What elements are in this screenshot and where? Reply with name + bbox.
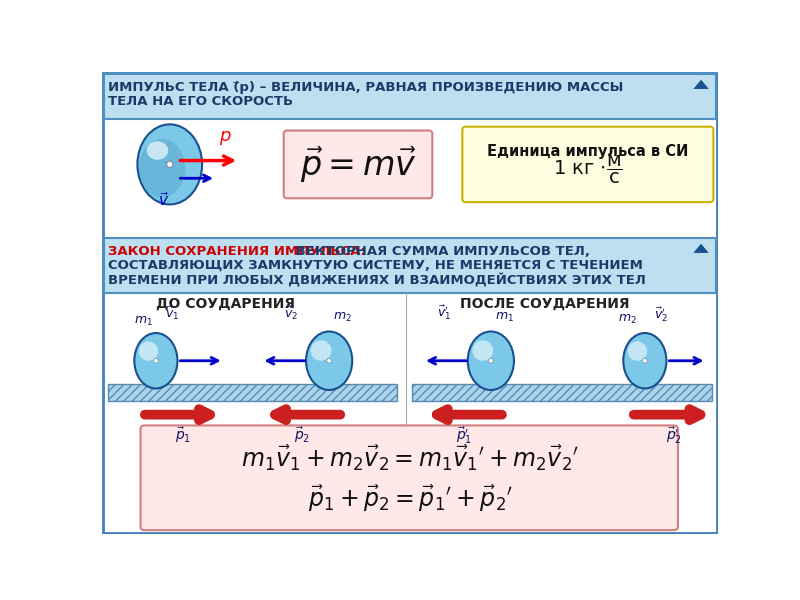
Text: 1 кг $\cdot \dfrac{\mathrm{м}}{\mathrm{с}}$: 1 кг $\cdot \dfrac{\mathrm{м}}{\mathrm{с…: [553, 154, 622, 186]
Polygon shape: [694, 244, 709, 253]
Text: $m_1$: $m_1$: [134, 316, 154, 328]
Text: $\vec{p} = m\vec{v}$: $\vec{p} = m\vec{v}$: [299, 144, 417, 185]
Text: $\vec{p}_2$: $\vec{p}_2$: [294, 425, 310, 445]
Text: ИМПУЛЬС ТЕЛА (⃗p) – ВЕЛИЧИНА, РАВНАЯ ПРОИЗВЕДЕНИЮ МАССЫ: ИМПУЛЬС ТЕЛА (⃗p) – ВЕЛИЧИНА, РАВНАЯ ПРО…: [108, 81, 623, 94]
Text: $\vec{p}_1 + \vec{p}_2 = \vec{p}_1{}' + \vec{p}_2{}'$: $\vec{p}_1 + \vec{p}_2 = \vec{p}_1{}' + …: [307, 483, 513, 514]
Bar: [411, 384, 712, 401]
Text: ЗАКОН СОХРАНЕНИЯ ИМПУЛЬСА:: ЗАКОН СОХРАНЕНИЯ ИМПУЛЬСА:: [108, 245, 366, 258]
Ellipse shape: [306, 331, 352, 390]
Ellipse shape: [134, 333, 178, 388]
Bar: [103, 238, 717, 293]
Ellipse shape: [623, 333, 666, 388]
Ellipse shape: [138, 341, 158, 361]
Text: СОСТАВЛЯЮЩИХ ЗАМКНУТУЮ СИСТЕМУ, НЕ МЕНЯЕТСЯ С ТЕЧЕНИЕМ: СОСТАВЛЯЮЩИХ ЗАМКНУТУЮ СИСТЕМУ, НЕ МЕНЯЕ…: [108, 259, 643, 272]
Text: $m_1$: $m_1$: [494, 311, 514, 324]
Ellipse shape: [327, 358, 331, 363]
FancyBboxPatch shape: [462, 127, 714, 202]
Ellipse shape: [166, 161, 173, 167]
Text: $\vec{p}_1'$: $\vec{p}_1'$: [456, 425, 472, 446]
Polygon shape: [694, 80, 709, 89]
FancyBboxPatch shape: [141, 425, 678, 530]
Ellipse shape: [468, 331, 514, 390]
Text: ВРЕМЕНИ ПРИ ЛЮБЫХ ДВИЖЕНИЯХ И ВЗАИМОДЕЙСТВИЯХ ЭТИХ ТЕЛ: ВРЕМЕНИ ПРИ ЛЮБЫХ ДВИЖЕНИЯХ И ВЗАИМОДЕЙС…: [108, 273, 646, 287]
Text: $p$: $p$: [219, 130, 231, 148]
Bar: [411, 384, 712, 401]
Text: $m_2$: $m_2$: [618, 313, 637, 326]
Text: ВЕКТОРНАЯ СУММА ИМПУЛЬСОВ ТЕЛ,: ВЕКТОРНАЯ СУММА ИМПУЛЬСОВ ТЕЛ,: [291, 245, 590, 258]
Text: $\vec{v}_2$: $\vec{v}_2$: [285, 305, 298, 322]
Text: $m_2$: $m_2$: [333, 311, 352, 324]
Ellipse shape: [472, 340, 493, 361]
Text: ДО СОУДАРЕНИЯ: ДО СОУДАРЕНИЯ: [156, 297, 294, 311]
Ellipse shape: [154, 358, 158, 363]
Text: $\vec{v}_1$: $\vec{v}_1$: [165, 305, 179, 322]
Text: $\vec{p}_1$: $\vec{p}_1$: [174, 425, 191, 445]
Ellipse shape: [489, 358, 493, 363]
Ellipse shape: [628, 341, 647, 361]
Bar: [108, 384, 397, 401]
Bar: [103, 74, 717, 119]
Ellipse shape: [138, 124, 202, 205]
Text: $\vec{v}_2'$: $\vec{v}_2'$: [654, 305, 668, 324]
Ellipse shape: [146, 141, 168, 160]
FancyBboxPatch shape: [284, 131, 432, 198]
Text: Единица импульса в СИ: Единица импульса в СИ: [487, 143, 689, 158]
Ellipse shape: [642, 358, 647, 363]
Ellipse shape: [310, 340, 331, 361]
Text: ПОСЛЕ СОУДАРЕНИЯ: ПОСЛЕ СОУДАРЕНИЯ: [460, 297, 630, 311]
Text: ТЕЛА НА ЕГО СКОРОСТЬ: ТЕЛА НА ЕГО СКОРОСТЬ: [108, 95, 294, 108]
Text: $\vec{p}_2'$: $\vec{p}_2'$: [666, 425, 682, 446]
Ellipse shape: [139, 139, 185, 197]
Text: $\vec{v}$: $\vec{v}$: [158, 191, 170, 209]
Text: $\vec{v}_1'$: $\vec{v}_1'$: [437, 304, 451, 322]
Bar: [108, 384, 397, 401]
Text: $m_1 \vec{v}_1 + m_2 \vec{v}_2 = m_1 \vec{v}_1{}' + m_2 \vec{v}_2{}'$: $m_1 \vec{v}_1 + m_2 \vec{v}_2 = m_1 \ve…: [241, 443, 579, 473]
